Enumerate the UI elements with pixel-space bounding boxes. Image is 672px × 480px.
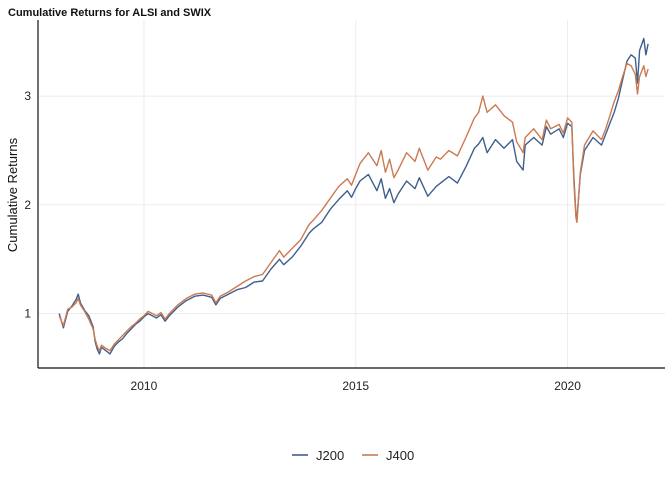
legend-label-j400: J400 (386, 448, 414, 463)
chart-title: Cumulative Returns for ALSI and SWIX (8, 7, 212, 19)
y-axis-label: Cumulative Returns (5, 137, 20, 252)
legend: J200 J400 (292, 448, 414, 463)
series-line-j400 (58, 62, 649, 352)
y-tick-label-1: 1 (24, 307, 31, 321)
tick-labels: 2010 2015 2020 1 2 3 (24, 89, 581, 393)
y-tick-label-2: 2 (24, 198, 31, 212)
x-tick-label-2010: 2010 (131, 379, 158, 393)
series-lines (58, 37, 649, 355)
x-tick-label-2015: 2015 (342, 379, 369, 393)
series-line-j200 (58, 37, 649, 355)
legend-label-j200: J200 (316, 448, 344, 463)
x-tick-label-2020: 2020 (554, 379, 581, 393)
y-tick-label-3: 3 (24, 89, 31, 103)
grid-lines (38, 20, 665, 368)
